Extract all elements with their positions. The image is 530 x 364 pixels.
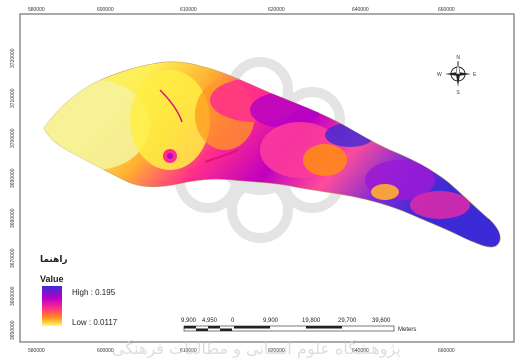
y-tick-4: 3690000	[10, 168, 16, 188]
y-tick-3: 3700000	[10, 128, 16, 148]
north-label: N	[456, 55, 460, 61]
x-axis-ticks: 580000 600000 610000 620000 640000 66000…	[28, 7, 455, 354]
x-tick-top-6: 660000	[438, 7, 455, 13]
scale-label-7: 39,600	[372, 318, 391, 324]
legend-color-ramp	[42, 286, 62, 326]
stream-line	[204, 149, 239, 163]
x-tick-top-2: 600000	[97, 7, 114, 13]
scale-label-1: 9,900	[181, 318, 197, 324]
x-tick-top-4: 620000	[268, 7, 285, 13]
scale-seg-6	[306, 326, 342, 329]
scale-label-6: 29,700	[338, 318, 357, 324]
scale-unit-label: Meters	[398, 327, 416, 333]
zone-orange-center	[303, 144, 347, 176]
scale-label-5: 19,800	[302, 318, 321, 324]
legend-subtitle: Value	[40, 274, 64, 284]
x-tick-top-5: 640000	[352, 7, 369, 13]
scale-seg-2	[196, 328, 208, 331]
zone-orange-east	[371, 184, 399, 200]
north-arrow: N S E W	[437, 55, 477, 96]
x-tick-bottom-5: 640000	[352, 348, 369, 354]
south-label: S	[456, 90, 460, 96]
hotspot-west-core	[167, 153, 173, 159]
y-tick-1: 3720000	[10, 48, 16, 68]
watermark-text: پژوهشگاه علوم انسانی و مطالعات فرهنگی	[112, 339, 401, 359]
stream-line-north	[159, 89, 183, 123]
y-tick-8: 3650000	[10, 320, 16, 340]
scale-label-3: 0	[231, 318, 235, 324]
scale-seg-4	[220, 328, 232, 331]
x-tick-top-1: 580000	[28, 7, 45, 13]
east-label: E	[473, 72, 477, 78]
zone-blue-tip	[458, 218, 501, 242]
y-tick-7: 3660000	[10, 286, 16, 306]
x-tick-bottom-6: 660000	[438, 348, 455, 354]
y-tick-6: 3670000	[10, 248, 16, 268]
scale-bar: 9,900 4,950 0 9,900 19,800 29,700 39,600…	[181, 318, 416, 333]
study-region	[43, 61, 501, 248]
x-tick-bottom-4: 620000	[268, 348, 285, 354]
y-tick-2: 3710000	[10, 88, 16, 108]
scale-seg-1	[184, 326, 196, 329]
y-tick-5: 3680000	[10, 208, 16, 228]
scale-label-4: 9,900	[263, 318, 279, 324]
x-tick-top-3: 610000	[180, 7, 197, 13]
west-label: W	[437, 72, 442, 78]
legend-title: راهنما	[40, 255, 68, 265]
zone-magenta-east	[410, 191, 470, 219]
x-tick-bottom-1: 580000	[28, 348, 45, 354]
scale-seg-3	[208, 326, 220, 329]
legend-high-label: High : 0.195	[72, 288, 116, 297]
legend: راهنما Value High : 0.195 Low : 0.0117	[40, 255, 118, 327]
y-axis-ticks: 3720000 3710000 3700000 3690000 3680000 …	[10, 48, 16, 340]
zone-yellow	[130, 70, 210, 170]
scale-seg-5	[234, 326, 270, 329]
x-tick-bottom-3: 610000	[180, 348, 197, 354]
scale-label-2: 4,950	[202, 318, 218, 324]
north-arrow-needle	[455, 60, 461, 75]
legend-low-label: Low : 0.0117	[72, 318, 118, 327]
x-tick-bottom-2: 600000	[97, 348, 114, 354]
zone-pale-west	[44, 80, 150, 170]
